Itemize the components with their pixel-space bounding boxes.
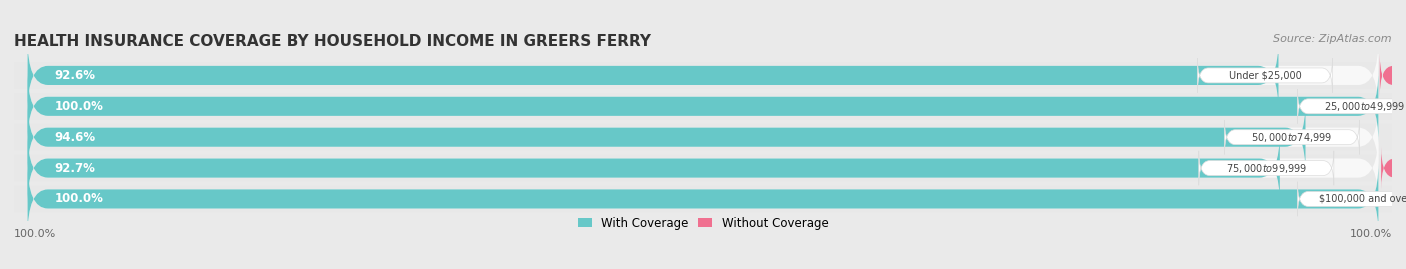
FancyBboxPatch shape	[1298, 182, 1406, 216]
Text: 92.6%: 92.6%	[55, 69, 96, 82]
FancyBboxPatch shape	[28, 131, 1378, 205]
Text: HEALTH INSURANCE COVERAGE BY HOUSEHOLD INCOME IN GREERS FERRY: HEALTH INSURANCE COVERAGE BY HOUSEHOLD I…	[14, 34, 651, 49]
FancyBboxPatch shape	[1198, 58, 1333, 93]
FancyBboxPatch shape	[1225, 120, 1360, 154]
Text: Under $25,000: Under $25,000	[1229, 70, 1302, 80]
FancyBboxPatch shape	[1381, 147, 1406, 189]
Text: $75,000 to $99,999: $75,000 to $99,999	[1226, 162, 1308, 175]
FancyBboxPatch shape	[28, 39, 1278, 112]
Text: 100.0%: 100.0%	[55, 192, 104, 206]
Text: 94.6%: 94.6%	[55, 131, 96, 144]
FancyBboxPatch shape	[14, 186, 1392, 212]
FancyBboxPatch shape	[28, 100, 1306, 174]
FancyBboxPatch shape	[28, 100, 1378, 174]
FancyBboxPatch shape	[14, 62, 1392, 89]
FancyBboxPatch shape	[14, 155, 1392, 181]
FancyBboxPatch shape	[28, 70, 1378, 143]
Text: $25,000 to $49,999: $25,000 to $49,999	[1324, 100, 1406, 113]
FancyBboxPatch shape	[28, 131, 1279, 205]
FancyBboxPatch shape	[28, 70, 1378, 143]
Text: 100.0%: 100.0%	[14, 229, 56, 239]
FancyBboxPatch shape	[1298, 89, 1406, 123]
FancyBboxPatch shape	[14, 93, 1392, 120]
Text: $50,000 to $74,999: $50,000 to $74,999	[1251, 131, 1333, 144]
FancyBboxPatch shape	[14, 124, 1392, 150]
Text: 92.7%: 92.7%	[55, 162, 96, 175]
FancyBboxPatch shape	[28, 39, 1378, 112]
Text: 100.0%: 100.0%	[1350, 229, 1392, 239]
Legend: With Coverage, Without Coverage: With Coverage, Without Coverage	[572, 212, 834, 235]
Text: Source: ZipAtlas.com: Source: ZipAtlas.com	[1274, 34, 1392, 44]
FancyBboxPatch shape	[28, 162, 1378, 236]
Text: $100,000 and over: $100,000 and over	[1319, 194, 1406, 204]
FancyBboxPatch shape	[28, 162, 1378, 236]
FancyBboxPatch shape	[1199, 151, 1334, 185]
FancyBboxPatch shape	[1379, 54, 1406, 97]
Text: 100.0%: 100.0%	[55, 100, 104, 113]
